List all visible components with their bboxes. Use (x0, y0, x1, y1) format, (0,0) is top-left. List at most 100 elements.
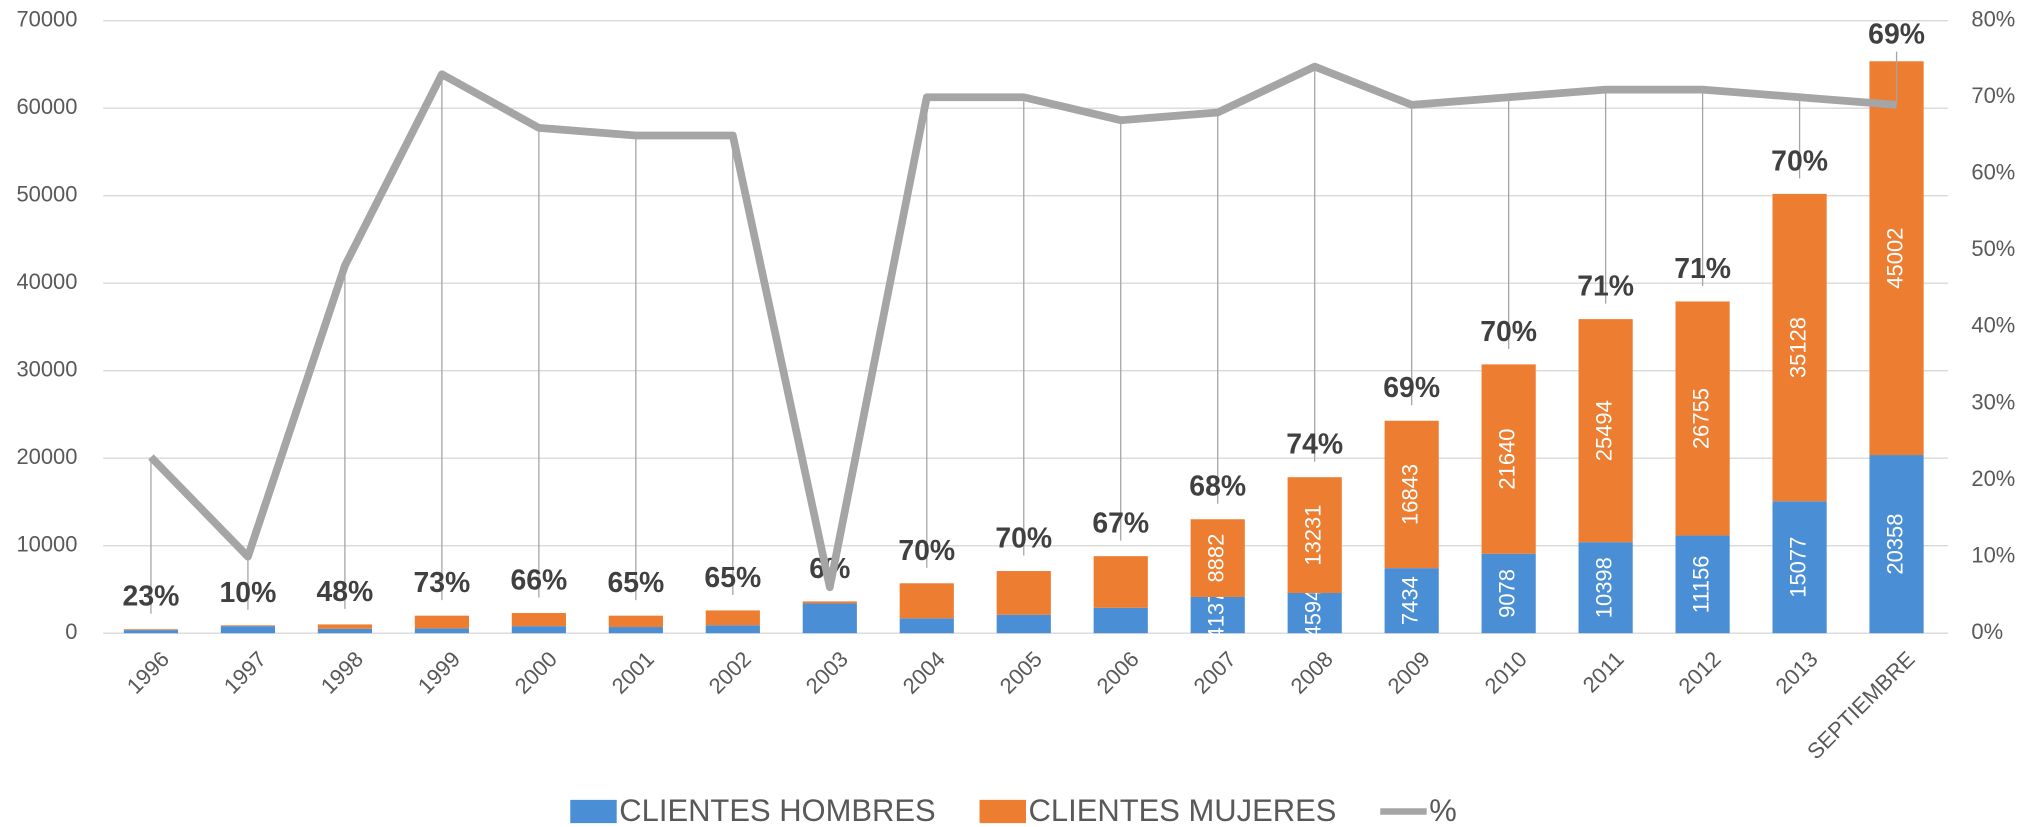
bar-segment (705, 625, 760, 634)
y2-tick-label: 40% (1971, 313, 2015, 338)
percent-label: 66% (510, 565, 567, 597)
bar-segment (414, 615, 469, 629)
y-tick-label: 30000 (16, 356, 77, 381)
bar-segment (996, 614, 1051, 634)
bar-segment (220, 626, 276, 634)
bar-segment (1481, 364, 1536, 554)
y-tick-label: 10000 (16, 531, 77, 556)
percent-label: 67% (1092, 508, 1149, 540)
bar-segment (1287, 477, 1342, 593)
x-tick-label: 2011 (1578, 646, 1629, 697)
x-tick-label: 2006 (1092, 646, 1144, 698)
percent-label: 65% (704, 562, 761, 594)
x-tick-label: 2013 (1771, 646, 1823, 698)
x-tick-label: 1996 (122, 646, 174, 698)
bar-segment (1093, 607, 1148, 634)
bar-segment (1578, 542, 1633, 634)
bar-segment (899, 583, 954, 619)
bar-segment (123, 630, 179, 634)
bar-segment (1578, 319, 1633, 543)
bar-segment (705, 610, 760, 626)
y2-tick-label: 10% (1971, 542, 2015, 567)
legend-item: CLIENTES MUJERES (979, 793, 1336, 827)
percent-label: 48% (317, 576, 374, 608)
bar-segment (220, 625, 276, 627)
value-label: 16843 (1397, 464, 1422, 525)
bar-segment (511, 626, 566, 634)
percent-label: 70% (1480, 316, 1537, 348)
x-tick-label: 1999 (413, 646, 465, 698)
x-tick-label: 2010 (1480, 646, 1532, 698)
percent-label: 70% (1771, 145, 1828, 177)
y2-tick-label: 80% (1971, 6, 2015, 31)
y2-tick-label: 0% (1971, 619, 2003, 644)
value-label: 7434 (1397, 576, 1422, 625)
value-label: 4594 (1300, 589, 1325, 638)
x-tick-label: 1998 (316, 646, 368, 698)
bar-segment (996, 571, 1051, 615)
bar-segment (1869, 61, 1924, 456)
x-tick-label: 2000 (510, 646, 562, 698)
bar-segment (802, 603, 857, 634)
x-tick-label: 2001 (607, 646, 659, 698)
percent-label: 69% (1868, 19, 1925, 51)
legend-item: % (1380, 793, 1457, 827)
y-tick-label: 60000 (16, 94, 77, 119)
bar-segment (608, 615, 663, 628)
bar-segment (1772, 193, 1827, 502)
x-tick-label: 2012 (1674, 646, 1726, 698)
bar-segment (802, 601, 857, 604)
value-label: 25494 (1591, 400, 1616, 461)
percent-label: 69% (1383, 372, 1440, 404)
y2-tick-label: 60% (1971, 160, 2015, 185)
x-tick-label: 2005 (995, 646, 1047, 698)
x-tick-label: 1997 (219, 646, 271, 698)
bar-segment (1675, 301, 1730, 536)
bar-segment (1675, 535, 1730, 634)
percent-label: 65% (607, 567, 664, 599)
y-tick-label: 0 (65, 619, 77, 644)
value-label: 45002 (1882, 228, 1907, 289)
value-label: 9078 (1494, 569, 1519, 618)
y2-tick-label: 50% (1971, 236, 2015, 261)
bar-segment (317, 624, 373, 629)
bar-segment (1384, 420, 1439, 569)
percent-label: 74% (1286, 429, 1343, 461)
y2-tick-label: 20% (1971, 466, 2015, 491)
value-label: 15077 (1785, 537, 1810, 598)
legend-item: CLIENTES HOMBRES (570, 793, 936, 827)
x-tick-label: 2007 (1189, 646, 1241, 698)
bar-segment (1384, 568, 1439, 634)
value-label: 11156 (1688, 555, 1713, 613)
bar-segment (123, 629, 179, 631)
bar-segment (1190, 519, 1245, 597)
value-label: 13231 (1300, 505, 1325, 566)
y-tick-label: 20000 (16, 444, 77, 469)
legend-label: % (1429, 793, 1457, 827)
value-label: 8882 (1204, 534, 1229, 583)
value-label: 20358 (1882, 514, 1907, 575)
percent-label: 70% (898, 535, 955, 567)
y-tick-label: 70000 (16, 6, 77, 31)
percent-label: 71% (1674, 253, 1731, 285)
bar-segment (608, 627, 663, 634)
value-label: 4137 (1204, 591, 1229, 640)
value-label: 21640 (1494, 429, 1519, 490)
legend-swatch (570, 799, 617, 824)
bar-segment (511, 613, 566, 627)
bar-segment (1481, 553, 1536, 634)
value-label: 26755 (1688, 388, 1713, 449)
bar-segment (1772, 501, 1827, 634)
value-label: 35128 (1785, 317, 1810, 378)
legend-label: CLIENTES HOMBRES (619, 793, 935, 827)
x-tick-label: 2002 (704, 646, 756, 698)
y-tick-label: 50000 (16, 181, 77, 206)
bar-segment (1869, 455, 1924, 634)
percent-label: 10% (220, 577, 277, 609)
bar-segment (317, 628, 373, 634)
bar-segment (1190, 596, 1245, 634)
y2-tick-label: 30% (1971, 389, 2015, 414)
line-series (148, 62, 1897, 592)
y-tick-label: 40000 (16, 269, 77, 294)
